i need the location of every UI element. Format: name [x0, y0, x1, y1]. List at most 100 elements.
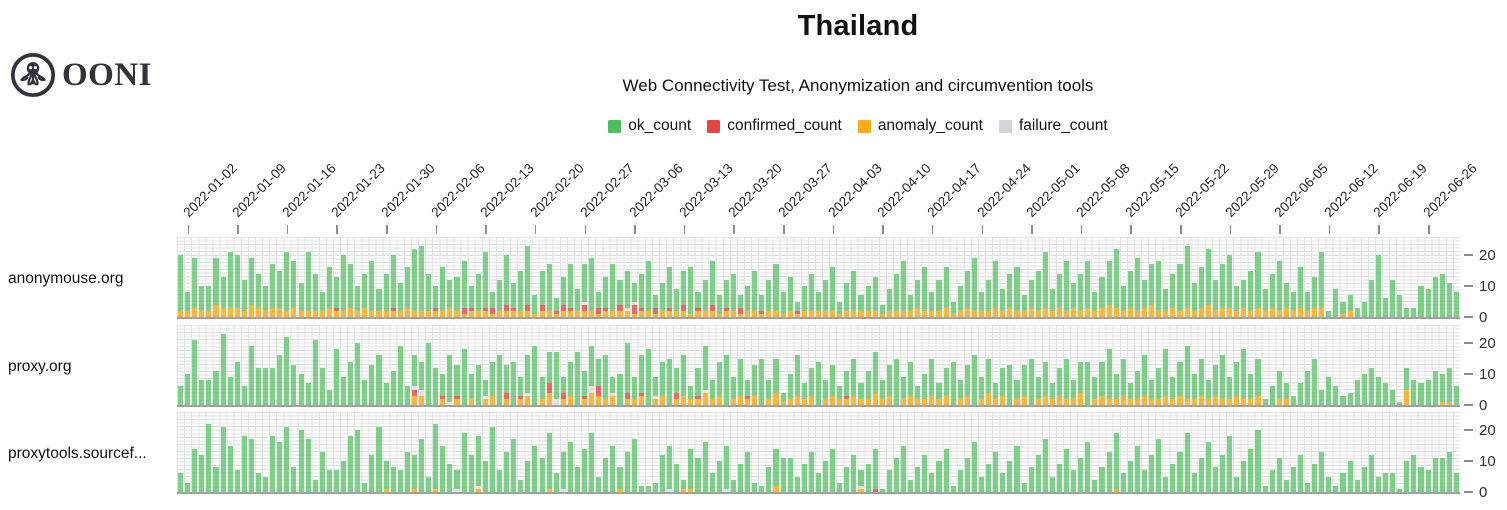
bar-segment-ok_count[interactable] — [263, 367, 269, 405]
bar-segment-anomaly_count[interactable] — [496, 310, 503, 317]
bar-segment-ok_count[interactable] — [872, 448, 878, 489]
bar-segment-anomaly_count[interactable] — [936, 310, 942, 317]
bar-segment-anomaly_count[interactable] — [1439, 401, 1445, 405]
bar-segment-ok_count[interactable] — [617, 374, 623, 405]
bar-segment-ok_count[interactable] — [858, 470, 864, 486]
bar-segment-ok_count[interactable] — [730, 273, 736, 311]
bar-segment-ok_count[interactable] — [624, 343, 630, 393]
bar-segment-confirmed_count[interactable] — [596, 307, 602, 314]
bar-segment-ok_count[interactable] — [355, 343, 361, 405]
bar-segment-ok_count[interactable] — [964, 457, 970, 492]
bar-segment-failure_count[interactable] — [411, 386, 417, 390]
bar-segment-anomaly_count[interactable] — [1035, 310, 1041, 317]
bar-segment-anomaly_count[interactable] — [1404, 389, 1410, 405]
bar-segment-ok_count[interactable] — [199, 286, 205, 311]
bar-segment-ok_count[interactable] — [709, 380, 715, 399]
bar-segment-anomaly_count[interactable] — [468, 398, 474, 405]
bar-segment-ok_count[interactable] — [277, 355, 283, 405]
bar-segment-anomaly_count[interactable] — [341, 310, 347, 317]
bar-segment-ok_count[interactable] — [1035, 270, 1041, 311]
bar-segment-ok_count[interactable] — [766, 380, 772, 399]
bar-segment-anomaly_count[interactable] — [213, 304, 219, 317]
bar-segment-ok_count[interactable] — [1262, 398, 1268, 405]
bar-segment-confirmed_count[interactable] — [411, 389, 417, 396]
bar-segment-ok_count[interactable] — [255, 273, 262, 308]
bar-segment-anomaly_count[interactable] — [1290, 310, 1296, 317]
bar-segment-ok_count[interactable] — [1446, 282, 1452, 317]
bar-segment-anomaly_count[interactable] — [695, 310, 701, 317]
bar-segment-ok_count[interactable] — [482, 380, 488, 396]
bar-segment-ok_count[interactable] — [865, 370, 871, 399]
bar-segment-ok_count[interactable] — [539, 270, 545, 305]
bar-segment-anomaly_count[interactable] — [737, 313, 744, 317]
bar-segment-ok_count[interactable] — [1021, 295, 1027, 311]
bar-segment-ok_count[interactable] — [525, 461, 531, 492]
bar-segment-confirmed_count[interactable] — [567, 307, 573, 311]
legend-item-failure_count[interactable]: failure_count — [998, 117, 1108, 135]
bar-segment-ok_count[interactable] — [943, 448, 949, 492]
bar-segment-ok_count[interactable] — [426, 343, 432, 405]
bar-segment-ok_count[interactable] — [341, 461, 347, 492]
bar-segment-anomaly_count[interactable] — [986, 310, 992, 317]
bar-segment-ok_count[interactable] — [631, 439, 637, 492]
bar-segment-anomaly_count[interactable] — [440, 310, 446, 317]
bar-segment-ok_count[interactable] — [1411, 307, 1417, 317]
bar-segment-anomaly_count[interactable] — [411, 395, 417, 405]
bar-segment-ok_count[interactable] — [971, 355, 977, 405]
bar-segment-anomaly_count[interactable] — [525, 395, 531, 405]
bar-segment-ok_count[interactable] — [730, 377, 736, 399]
bar-segment-ok_count[interactable] — [1347, 295, 1353, 311]
bar-segment-ok_count[interactable] — [1340, 395, 1346, 405]
bar-segment-confirmed_count[interactable] — [560, 392, 566, 399]
bar-segment-anomaly_count[interactable] — [574, 310, 581, 317]
bar-segment-anomaly_count[interactable] — [957, 398, 963, 405]
bar-segment-ok_count[interactable] — [603, 276, 609, 308]
bar-segment-anomaly_count[interactable] — [1071, 398, 1077, 405]
bar-segment-ok_count[interactable] — [440, 267, 446, 311]
bar-segment-ok_count[interactable] — [433, 367, 439, 405]
bar-segment-ok_count[interactable] — [263, 286, 269, 311]
bar-segment-anomaly_count[interactable] — [1064, 398, 1070, 405]
bar-segment-anomaly_count[interactable] — [1156, 398, 1162, 405]
bar-segment-ok_count[interactable] — [1191, 374, 1197, 399]
bar-segment-ok_count[interactable] — [730, 479, 736, 492]
bar-segment-anomaly_count[interactable] — [631, 398, 637, 405]
bar-segment-anomaly_count[interactable] — [1170, 398, 1176, 405]
bar-segment-ok_count[interactable] — [1000, 473, 1006, 492]
bar-segment-anomaly_count[interactable] — [1064, 310, 1070, 317]
bar-segment-ok_count[interactable] — [1106, 261, 1112, 305]
bar-segment-ok_count[interactable] — [745, 380, 751, 396]
bar-segment-ok_count[interactable] — [893, 358, 899, 405]
bar-segment-anomaly_count[interactable] — [1028, 307, 1034, 317]
bar-segment-ok_count[interactable] — [220, 276, 226, 308]
bar-segment-ok_count[interactable] — [1035, 377, 1041, 399]
bar-segment-ok_count[interactable] — [411, 355, 417, 387]
bar-segment-ok_count[interactable] — [291, 364, 297, 405]
bar-segment-ok_count[interactable] — [1134, 370, 1140, 399]
bar-segment-ok_count[interactable] — [1418, 383, 1424, 405]
bar-segment-ok_count[interactable] — [957, 380, 963, 399]
bar-segment-ok_count[interactable] — [574, 467, 581, 492]
bar-segment-anomaly_count[interactable] — [1234, 310, 1240, 317]
bar-segment-ok_count[interactable] — [213, 467, 219, 492]
bar-segment-ok_count[interactable] — [1227, 377, 1233, 399]
bar-segment-anomaly_count[interactable] — [667, 310, 673, 317]
bar-segment-anomaly_count[interactable] — [837, 398, 843, 405]
bar-segment-ok_count[interactable] — [1049, 289, 1055, 311]
bar-segment-anomaly_count[interactable] — [596, 395, 602, 405]
bar-segment-anomaly_count[interactable] — [709, 310, 715, 317]
bar-segment-ok_count[interactable] — [1276, 261, 1282, 311]
bar-segment-anomaly_count[interactable] — [397, 310, 403, 317]
bar-segment-ok_count[interactable] — [362, 273, 368, 308]
bar-segment-ok_count[interactable] — [780, 457, 786, 492]
bar-segment-anomaly_count[interactable] — [610, 395, 616, 405]
bar-segment-anomaly_count[interactable] — [298, 310, 304, 317]
bar-segment-anomaly_count[interactable] — [1120, 310, 1126, 317]
bar-segment-ok_count[interactable] — [886, 364, 892, 396]
bar-segment-ok_count[interactable] — [227, 251, 233, 308]
bar-segment-ok_count[interactable] — [1425, 470, 1431, 492]
bar-segment-ok_count[interactable] — [1262, 485, 1268, 492]
bar-segment-ok_count[interactable] — [518, 479, 524, 492]
bar-segment-ok_count[interactable] — [539, 457, 545, 492]
bar-segment-ok_count[interactable] — [652, 482, 658, 492]
